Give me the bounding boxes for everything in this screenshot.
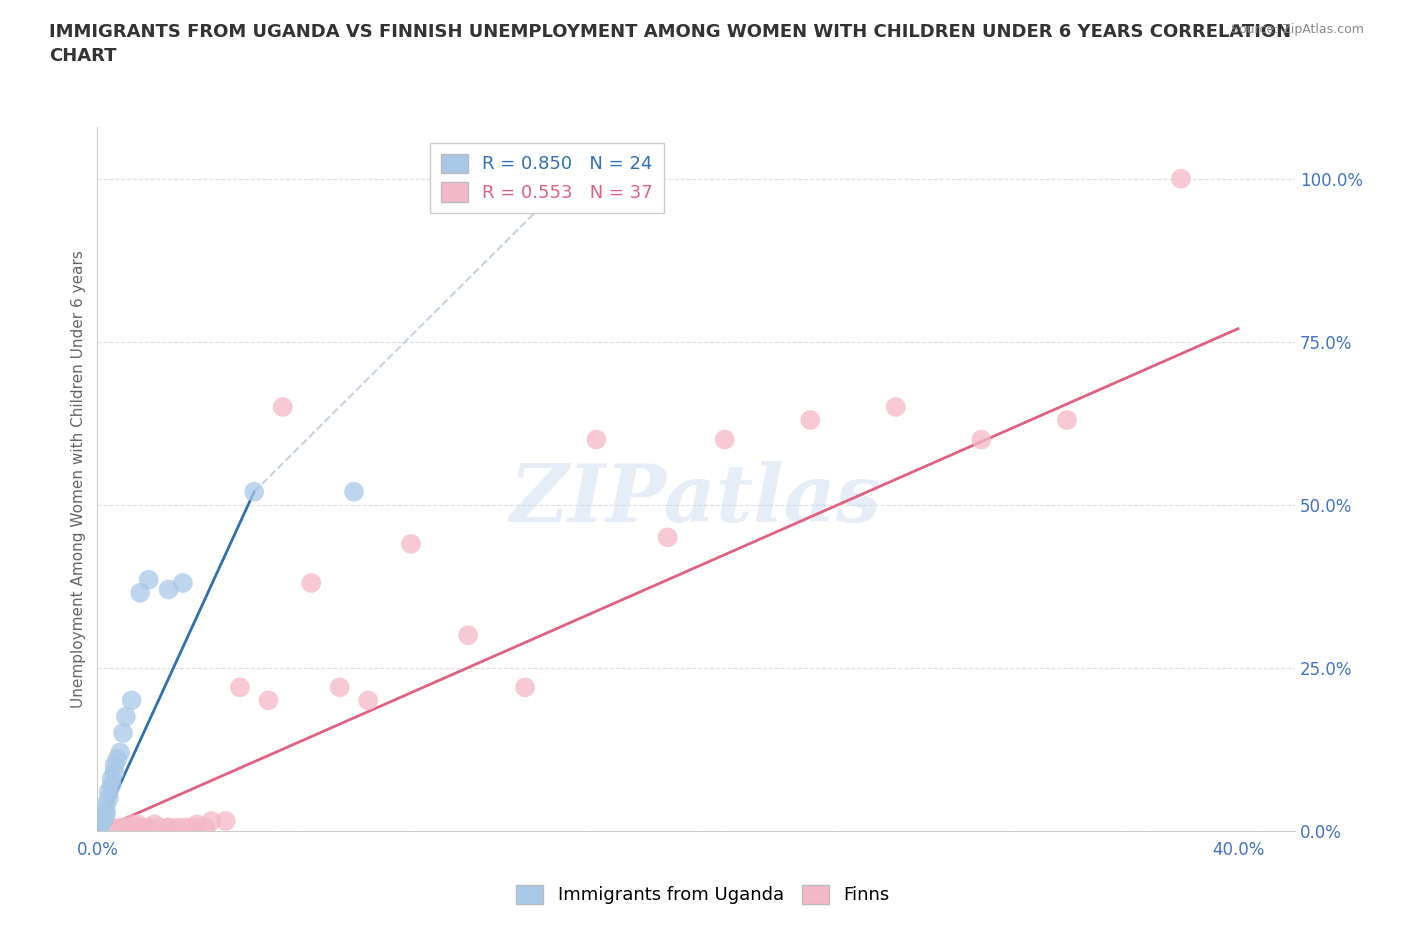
Point [115,820,138,835]
Point [186,817,208,831]
Point [713,432,735,447]
Point [799,413,821,428]
Point [1170,171,1192,186]
Point [257,693,280,708]
Point [299,576,322,591]
Point [357,693,380,708]
Point [103,764,125,779]
Point [129,820,152,835]
Point [157,582,180,597]
Point [970,432,993,447]
Point [585,432,607,447]
Point [215,814,238,829]
Point [103,758,125,773]
Point [138,820,160,835]
Point [186,820,208,835]
Point [100,777,122,792]
Text: Source: ZipAtlas.com: Source: ZipAtlas.com [1230,23,1364,36]
Point [884,400,907,415]
Point [138,572,160,587]
Point [105,751,128,766]
Point [121,817,143,831]
Point [108,820,131,835]
Point [108,745,131,760]
Point [513,680,536,695]
Point [100,771,122,786]
Point [329,680,352,695]
Y-axis label: Unemployment Among Women with Children Under 6 years: Unemployment Among Women with Children U… [72,250,86,708]
Point [177,820,200,835]
Point [115,820,138,835]
Point [143,817,166,831]
Point [399,537,422,551]
Point [657,530,679,545]
Text: ZIPatlas: ZIPatlas [510,461,882,538]
Point [121,693,143,708]
Point [89,817,111,831]
Point [94,807,117,822]
Point [115,710,138,724]
Point [200,814,222,829]
Point [1056,413,1078,428]
Point [97,790,120,805]
Legend: Immigrants from Uganda, Finns: Immigrants from Uganda, Finns [509,877,897,911]
Point [149,820,172,835]
Point [127,817,149,831]
Point [166,820,188,835]
Point [271,400,294,415]
Point [121,820,143,835]
Point [172,820,194,835]
Point [129,585,152,600]
Point [457,628,479,643]
Point [89,820,111,835]
Point [194,820,217,835]
Point [135,820,157,835]
Point [172,576,194,591]
Legend: R = 0.850   N = 24, R = 0.553   N = 37: R = 0.850 N = 24, R = 0.553 N = 37 [430,142,664,213]
Point [243,485,266,499]
Point [343,485,366,499]
Point [229,680,252,695]
Point [97,784,120,799]
Point [91,814,114,829]
Point [157,820,180,835]
Point [157,820,180,835]
Point [111,725,134,740]
Point [94,804,117,818]
Text: IMMIGRANTS FROM UGANDA VS FINNISH UNEMPLOYMENT AMONG WOMEN WITH CHILDREN UNDER 6: IMMIGRANTS FROM UGANDA VS FINNISH UNEMPL… [49,23,1291,65]
Point [91,810,114,825]
Point [100,820,122,835]
Point [94,797,117,812]
